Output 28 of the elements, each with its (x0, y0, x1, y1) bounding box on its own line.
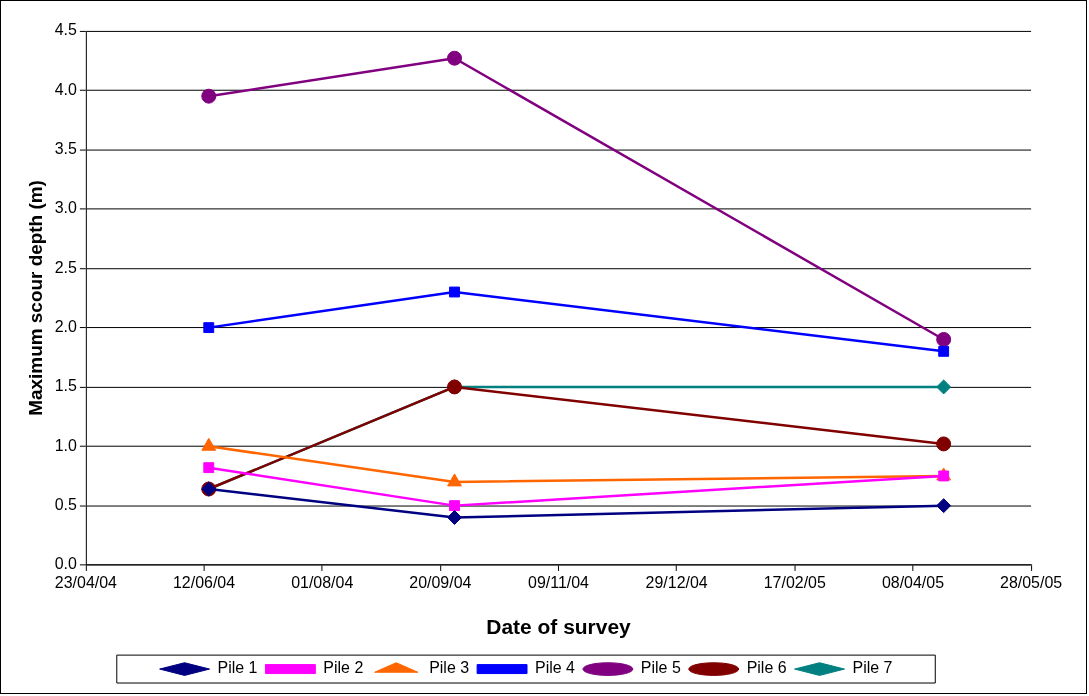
legend-label: Pile 6 (746, 659, 787, 677)
y-tick-label: 2.0 (54, 318, 78, 335)
x-tick-label: 28/05/05 (1000, 573, 1063, 591)
y-tick-label: 2.5 (54, 258, 78, 276)
legend-label: Pile 2 (323, 659, 364, 677)
legend-label: Pile 4 (535, 659, 576, 677)
x-tick-label: 09/11/04 (528, 573, 590, 591)
y-axis-title: Maximum scour depth (m) (24, 180, 46, 416)
legend-label: Pile 3 (429, 659, 470, 677)
legend-label: Pile 1 (217, 659, 258, 677)
y-tick-label: 1.0 (54, 436, 78, 454)
y-tick-label: 3.0 (54, 199, 78, 217)
legend-label: Pile 7 (852, 659, 893, 677)
y-tick-label: 3.5 (54, 139, 78, 157)
x-tick-label: 12/06/04 (172, 573, 236, 591)
y-tick-label: 0.0 (54, 555, 78, 573)
x-tick-label: 17/02/05 (763, 573, 826, 591)
y-tick-label: 4.0 (54, 80, 78, 98)
x-tick-label: 20/09/04 (409, 573, 472, 591)
y-tick-label: 4.5 (54, 21, 78, 39)
x-tick-label: 23/04/04 (54, 573, 118, 591)
legend-label: Pile 5 (640, 659, 681, 677)
x-tick-label: 08/04/05 (881, 573, 945, 591)
y-tick-label: 0.5 (54, 496, 78, 514)
x-tick-label: 29/12/04 (645, 573, 708, 591)
x-tick-label: 01/08/04 (291, 573, 354, 591)
y-tick-label: 1.5 (54, 377, 78, 395)
x-axis-title: Date of survey (486, 615, 632, 639)
